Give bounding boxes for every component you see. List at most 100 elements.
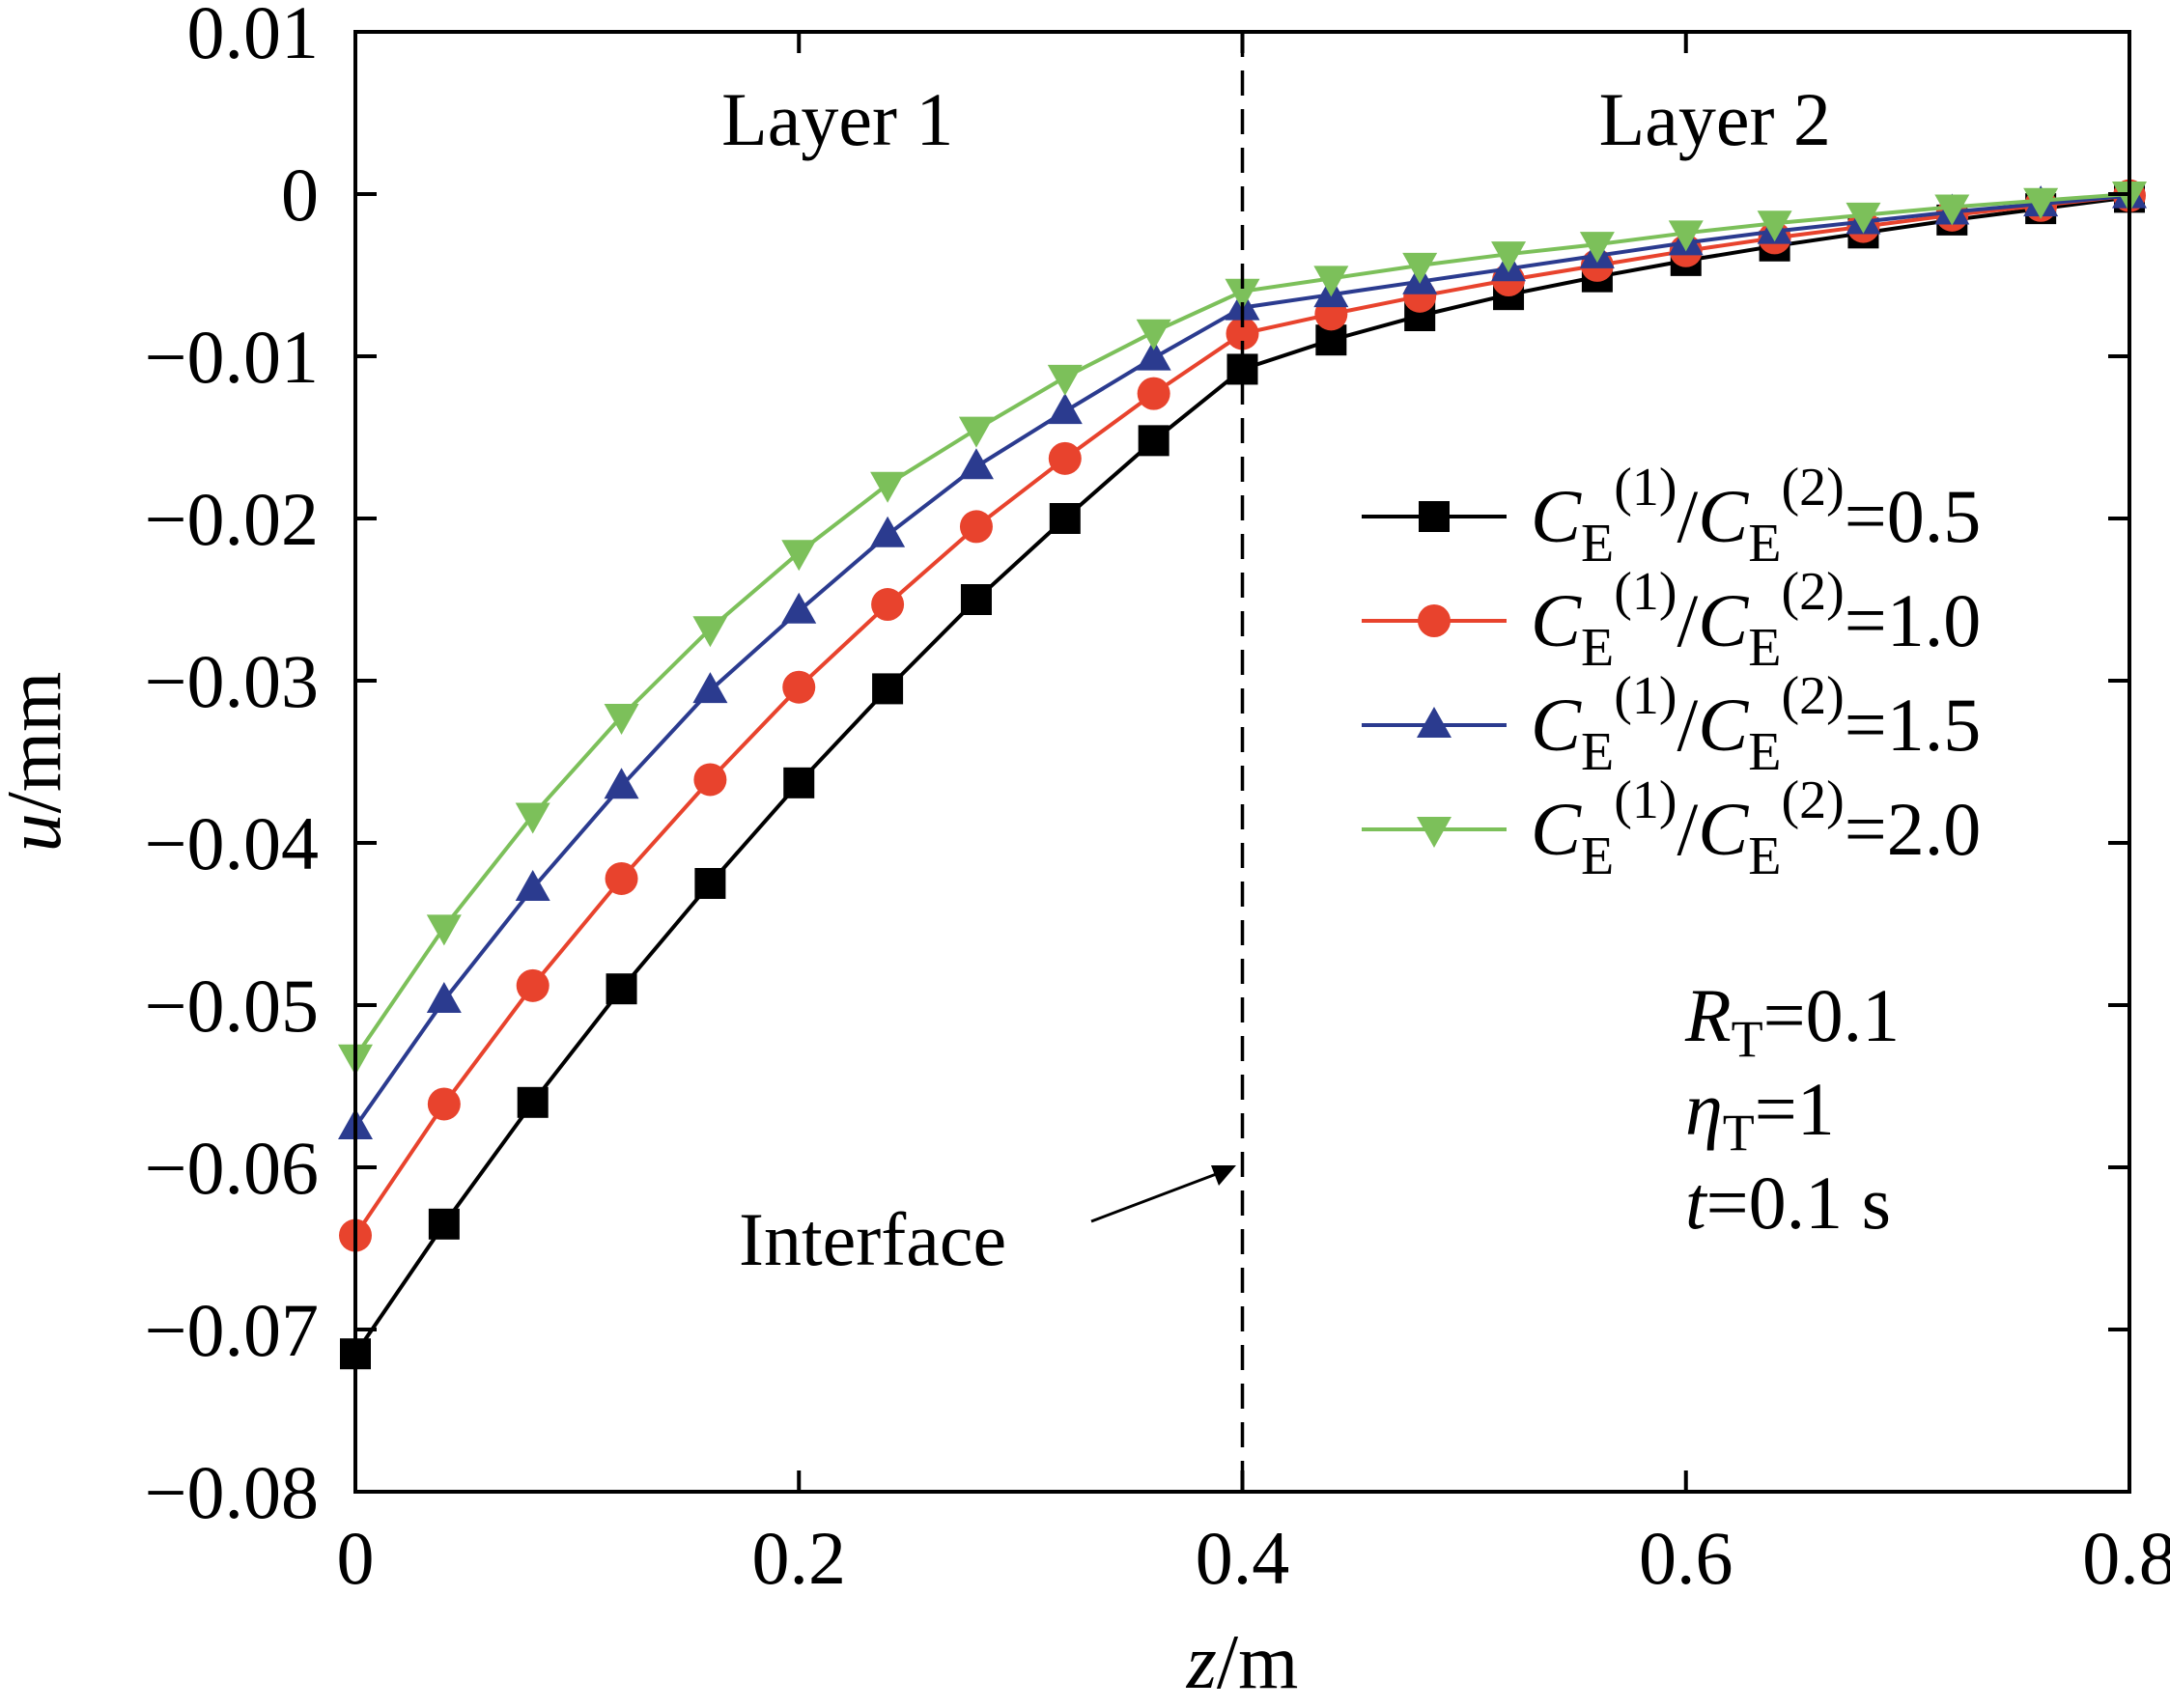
y-tick-label: −0.03 [145,639,320,723]
marker-triangle-up [1136,339,1171,371]
legend-value: =1.5 [1845,683,1982,767]
marker-triangle-down [870,471,906,503]
marker-triangle-up [604,768,639,799]
marker-square [606,973,637,1005]
marker-triangle-down [1136,319,1171,350]
marker-triangle-down [1491,241,1527,273]
legend-symbol: C [1531,578,1582,662]
param-value: =0.1 s [1706,1161,1891,1245]
legend-label: CE(1)/CE(2)=1.5 [1531,666,1981,782]
legend-superscript: (2) [1781,458,1844,518]
marker-circle [959,510,993,544]
legend-symbol: C [1531,474,1582,558]
legend-subscript: E [1748,722,1781,782]
param-value: =1 [1755,1067,1835,1151]
legend-subscript: E [1581,722,1614,782]
marker-triangle-down [2023,187,2059,219]
marker-circle [427,1087,461,1121]
marker-square [517,1086,549,1118]
x-axis-unit: /m [1217,1620,1298,1705]
x-tick-label: 0.8 [2082,1516,2170,1600]
marker-triangle-up [692,672,728,704]
marker-triangle-up [426,981,462,1013]
param-symbol: t [1685,1161,1708,1245]
marker-triangle-up [1417,707,1451,738]
legend-value: =2.0 [1845,787,1982,871]
marker-triangle-down [1402,252,1438,284]
param-subscript: T [1732,1010,1763,1068]
legend-symbol: C [1698,683,1749,767]
marker-circle [871,588,905,622]
param-subscript: T [1723,1104,1755,1162]
legend-superscript: (1) [1614,770,1677,830]
param-value: =0.1 [1763,973,1901,1057]
marker-triangle-down [1047,364,1083,396]
legend-symbol: C [1698,474,1749,558]
y-tick-label: −0.01 [145,315,320,399]
legend-value: =0.5 [1845,474,1982,558]
interface-arrowhead [1211,1165,1236,1186]
marker-triangle-down [1757,210,1792,242]
param-symbol: R [1684,973,1732,1057]
legend-superscript: (1) [1614,458,1677,518]
legend-label: CE(1)/CE(2)=2.0 [1531,770,1981,886]
x-tick-label: 0.4 [1196,1516,1290,1600]
marker-triangle-down [781,540,817,572]
y-tick-label: −0.07 [145,1288,320,1372]
legend-subscript: E [1581,618,1614,678]
legend-superscript: (2) [1781,770,1844,830]
legend-label: CE(1)/CE(2)=1.0 [1531,562,1981,678]
param-symbol: η [1685,1067,1723,1151]
param-3: t=0.1 s [1685,1161,1891,1245]
marker-triangle-up [870,516,906,547]
legend-subscript: E [1581,826,1614,886]
marker-square [960,584,992,615]
legend-slash: / [1677,578,1699,662]
marker-circle [1048,441,1082,475]
legend-label: CE(1)/CE(2)=0.5 [1531,458,1981,574]
marker-square [694,868,726,899]
marker-square [1138,425,1170,457]
marker-triangle-down [958,416,994,448]
y-tick-label: −0.05 [145,964,320,1048]
legend-slash: / [1677,787,1699,871]
marker-circle [516,968,550,1002]
legend-symbol: C [1531,683,1582,767]
x-axis-symbol: z [1186,1620,1217,1705]
legend-slash: / [1677,474,1699,558]
layer-2-label: Layer 2 [1599,77,1831,161]
legend-entry-3: CE(1)/CE(2)=1.5 [1362,666,1981,782]
legend-symbol: C [1531,787,1582,871]
y-axis-unit: /mm [0,672,77,814]
y-tick-label: −0.02 [145,477,320,561]
marker-circle [1226,317,1259,350]
x-tick-label: 0 [337,1516,375,1600]
marker-triangle-down [1846,202,1881,234]
y-tick-label: −0.04 [145,801,320,885]
y-axis-label: u/mm [0,672,77,853]
marker-square [1049,503,1081,534]
legend-entry-1: CE(1)/CE(2)=0.5 [1362,458,1981,574]
legend-symbol: C [1698,578,1749,662]
marker-triangle-up [781,592,817,624]
legend-subscript: E [1748,618,1781,678]
marker-triangle-down [604,703,639,735]
marker-square [872,673,904,705]
marker-triangle-down [1225,278,1260,310]
y-axis-symbol: u [0,813,77,852]
param-2: ηT=1 [1685,1067,1835,1162]
y-tick-label: 0.01 [187,0,320,74]
y-tick-label: −0.08 [145,1450,320,1534]
legend: CE(1)/CE(2)=0.5CE(1)/CE(2)=1.0CE(1)/CE(2… [1362,458,1981,886]
marker-triangle-down [1668,220,1704,252]
legend-superscript: (2) [1781,562,1844,622]
legend-subscript: E [1748,826,1781,886]
marker-square [1419,501,1450,532]
x-tick-label: 0.6 [1639,1516,1733,1600]
marker-triangle-down [515,802,550,834]
legend-value: =1.0 [1845,578,1982,662]
y-tick-label: −0.06 [145,1126,320,1210]
marker-circle [693,763,727,797]
